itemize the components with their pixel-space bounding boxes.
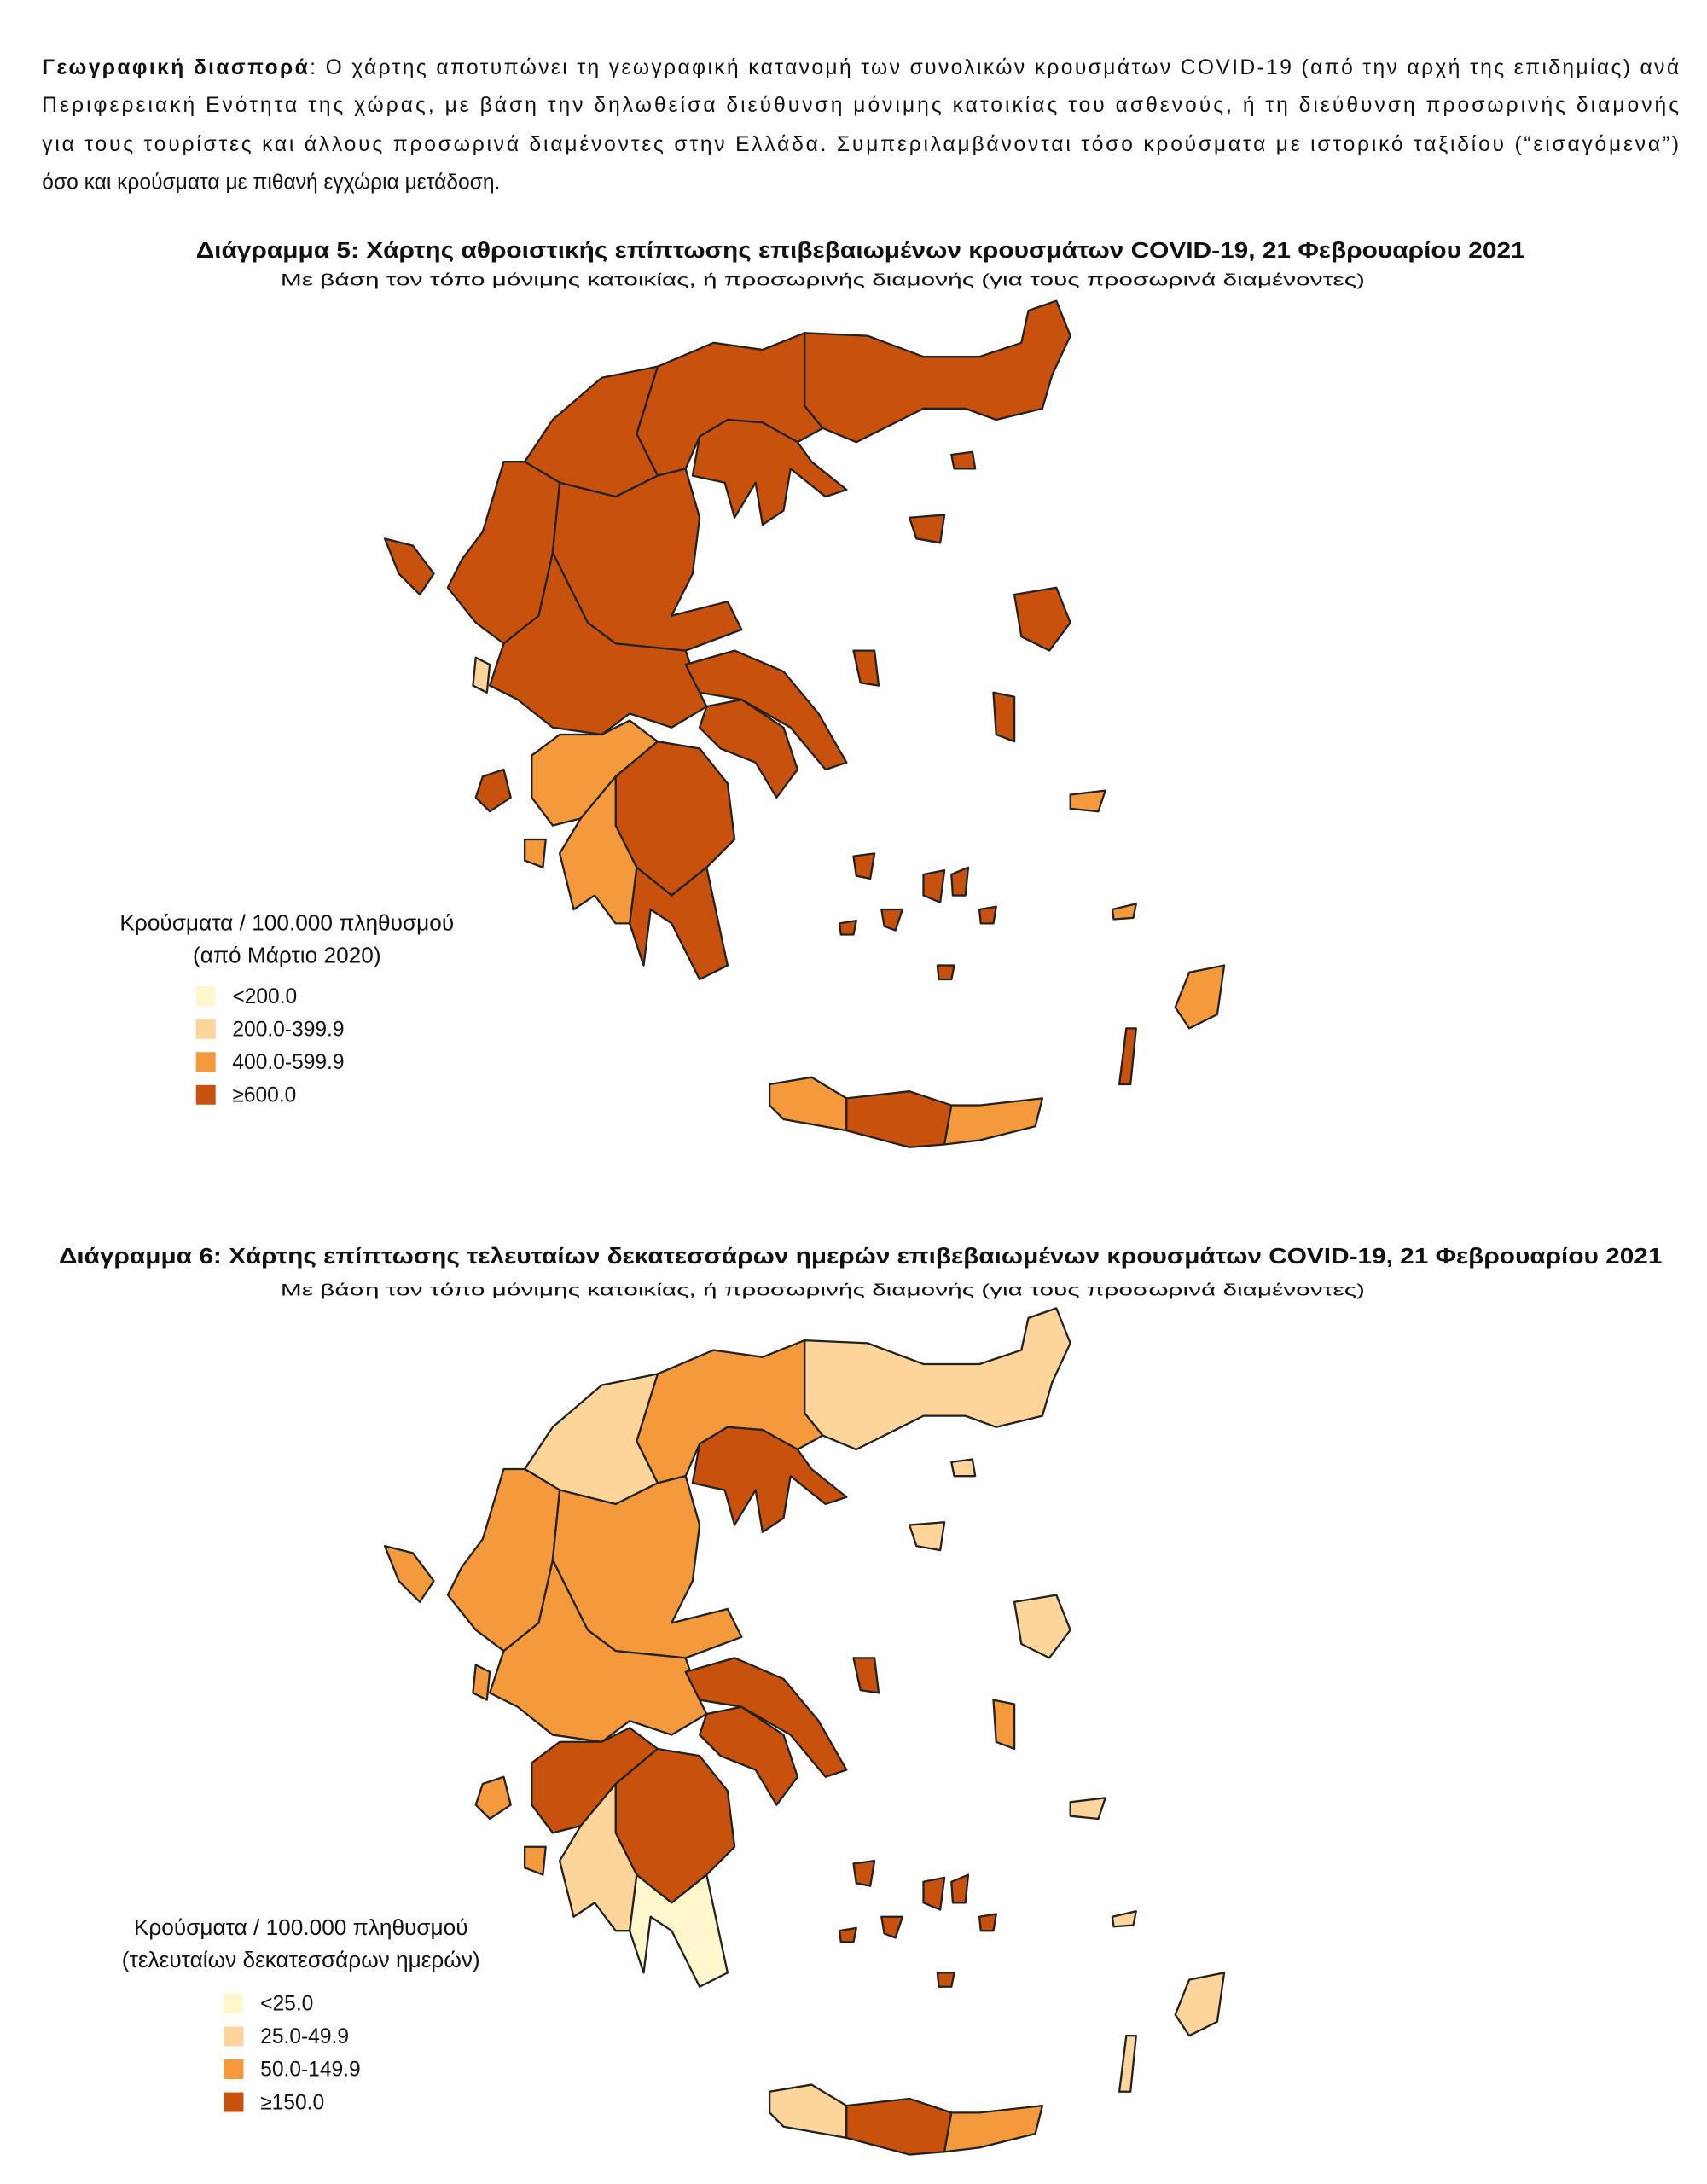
- region: [943, 2105, 1044, 2153]
- legend-swatch: [224, 2059, 244, 2080]
- region: [1013, 1594, 1071, 1659]
- region: [908, 1521, 946, 1552]
- region: [852, 649, 880, 687]
- legend-label: 400.0-599.9: [232, 1051, 344, 1074]
- legend: <25.0 25.0-49.9 50.0-149.9 ≥150.0: [224, 1993, 361, 2114]
- region: [845, 2097, 953, 2156]
- region: [852, 1657, 880, 1694]
- region: [1069, 1797, 1106, 1821]
- region: [383, 537, 435, 596]
- legend-title: Κρούσματα / 100.000 πληθυσμού: [119, 910, 454, 936]
- region: [472, 656, 491, 694]
- region: [1174, 964, 1226, 1030]
- region: [803, 1307, 1071, 1451]
- region: [992, 1699, 1016, 1751]
- legend-label: <200.0: [232, 985, 297, 1008]
- legend-swatch: [195, 986, 216, 1007]
- region: [908, 514, 946, 544]
- region: [803, 299, 1071, 444]
- region: [768, 2083, 848, 2140]
- legend-swatch: [195, 1084, 216, 1105]
- region: [691, 1426, 848, 1533]
- region: [1118, 1027, 1137, 1086]
- region: [1069, 789, 1106, 813]
- legend-swatch: [224, 2092, 244, 2112]
- region: [943, 1097, 1044, 1146]
- map-subtitle: Με βάση τον τόπο μόνιμης κατοικίας, ή πρ…: [281, 271, 1365, 290]
- intro-line: για τους τουρίστες και άλλους προσωρινά …: [42, 133, 1679, 156]
- legend-label: ≥150.0: [260, 2091, 324, 2114]
- intro-line: Περιφερειακή Ενότητα της χώρας, με βάση …: [42, 94, 1679, 117]
- region: [838, 1860, 997, 1988]
- map-subtitle: Με βάση τον τόπο μόνιμης κατοικίας, ή πρ…: [281, 1281, 1365, 1300]
- region: [472, 1664, 491, 1701]
- intro-text: : Ο χάρτης αποτυπώνει τη γεωγραφική κατα…: [310, 56, 1679, 79]
- region: [523, 1845, 547, 1876]
- legend-swatch: [224, 1993, 244, 2013]
- region: [523, 838, 547, 868]
- region: [691, 418, 848, 526]
- region: [1174, 1972, 1226, 2037]
- legend-swatch: [224, 2026, 244, 2047]
- intro-lead: Γεωγραφική διασπορά: [42, 56, 307, 79]
- region: [950, 1458, 977, 1478]
- legend-swatch: [195, 1052, 216, 1072]
- region: [950, 450, 977, 470]
- region: [838, 852, 997, 981]
- region: [474, 1775, 512, 1821]
- map: [383, 1307, 1226, 2156]
- region: [768, 1076, 848, 1132]
- region: [1111, 1910, 1137, 1928]
- legend-swatch: [195, 1019, 216, 1039]
- legend-label: <25.0: [260, 1993, 313, 2016]
- intro-line: Γεωγραφική διασπορά: Ο χάρτης αποτυπώνει…: [42, 56, 1679, 79]
- legend-title: (από Μάρτιο 2020): [193, 942, 381, 967]
- legend-label: ≥600.0: [232, 1083, 296, 1107]
- legend-title: Κρούσματα / 100.000 πληθυσμού: [134, 1914, 468, 1940]
- map: [383, 299, 1226, 1148]
- region: [845, 1090, 953, 1148]
- region: [1013, 586, 1071, 652]
- region: [992, 691, 1016, 743]
- legend-label: 200.0-399.9: [232, 1018, 344, 1041]
- intro-line: όσο και κρούσματα με πιθανή εγχώρια μετά…: [42, 171, 500, 194]
- region: [474, 768, 512, 813]
- legend: <200.0 200.0-399.9 400.0-599.9 ≥600.0: [195, 985, 345, 1107]
- region: [1118, 2035, 1137, 2093]
- region: [383, 1545, 435, 1603]
- region: [1111, 903, 1137, 921]
- map-title: Διάγραμμα 5: Χάρτης αθροιστικής επίπτωση…: [196, 237, 1525, 263]
- legend-label: 25.0-49.9: [260, 2025, 349, 2048]
- legend-label: 50.0-149.9: [260, 2059, 361, 2082]
- map-title: Διάγραμμα 6: Χάρτης επίπτωσης τελευταίων…: [59, 1243, 1662, 1269]
- legend-title: (τελευταίων δεκατεσσάρων ημερών): [122, 1947, 480, 1972]
